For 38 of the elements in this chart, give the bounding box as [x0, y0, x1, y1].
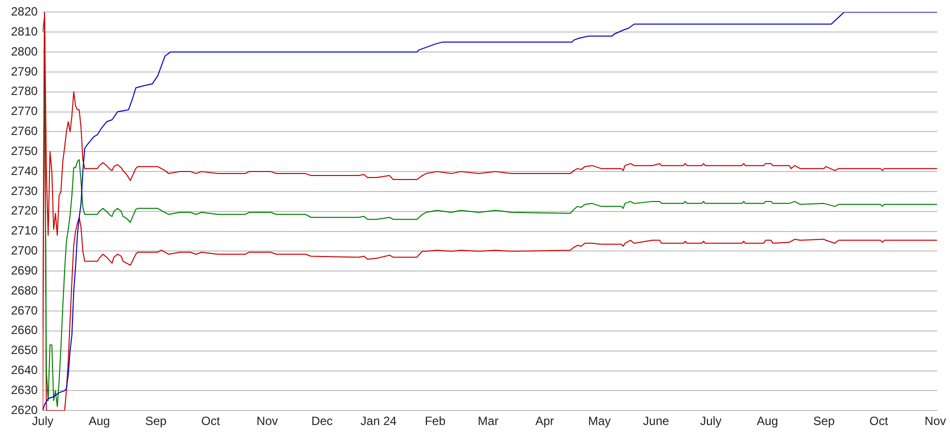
- x-tick-label: Nov: [256, 414, 278, 428]
- y-tick-label: 2690: [10, 263, 38, 278]
- y-tick-label: 2630: [10, 382, 38, 397]
- y-tick-label: 2620: [10, 402, 38, 417]
- y-tick-label: 2740: [10, 164, 38, 178]
- y-tick-label: 2820: [10, 4, 38, 19]
- y-tick-label: 2750: [10, 144, 38, 158]
- y-tick-label: 2760: [10, 124, 38, 138]
- x-tick-label: Aug: [88, 414, 110, 428]
- y-tick-label: 2790: [10, 64, 38, 78]
- x-tick-label: Aug: [756, 414, 778, 428]
- y-tick-label: 2720: [10, 204, 38, 218]
- x-tick-label: July: [32, 414, 54, 428]
- x-tick-label: July: [700, 414, 722, 428]
- x-tick-label: Nov: [924, 414, 946, 428]
- x-tick-label: May: [588, 414, 611, 428]
- y-tick-label: 2640: [10, 363, 38, 378]
- x-tick-label: Oct: [201, 414, 221, 428]
- y-tick-label: 2730: [10, 184, 38, 198]
- y-tick-label: 2670: [10, 303, 38, 318]
- x-tick-label: Dec: [311, 414, 333, 428]
- y-tick-label: 2660: [10, 323, 38, 338]
- y-tick-label: 2680: [10, 283, 38, 298]
- x-tick-label: June: [643, 414, 670, 428]
- x-tick-label: Feb: [424, 414, 446, 428]
- y-tick-label: 2810: [10, 24, 38, 38]
- y-tick-label: 2800: [10, 44, 38, 58]
- x-tick-label: Sep: [813, 414, 835, 428]
- y-tick-label: 2770: [10, 104, 38, 118]
- x-tick-label: Apr: [535, 414, 554, 428]
- x-tick-label: Jan 24: [360, 414, 397, 428]
- x-tick-label: Mar: [478, 414, 498, 428]
- x-tick-label: Sep: [145, 414, 167, 428]
- y-tick-label: 2710: [10, 224, 38, 238]
- y-tick-label: 2780: [10, 84, 38, 98]
- y-tick-label: 2650: [10, 343, 38, 358]
- y-tick-label: 2700: [10, 244, 38, 258]
- x-tick-label: Oct: [869, 414, 889, 428]
